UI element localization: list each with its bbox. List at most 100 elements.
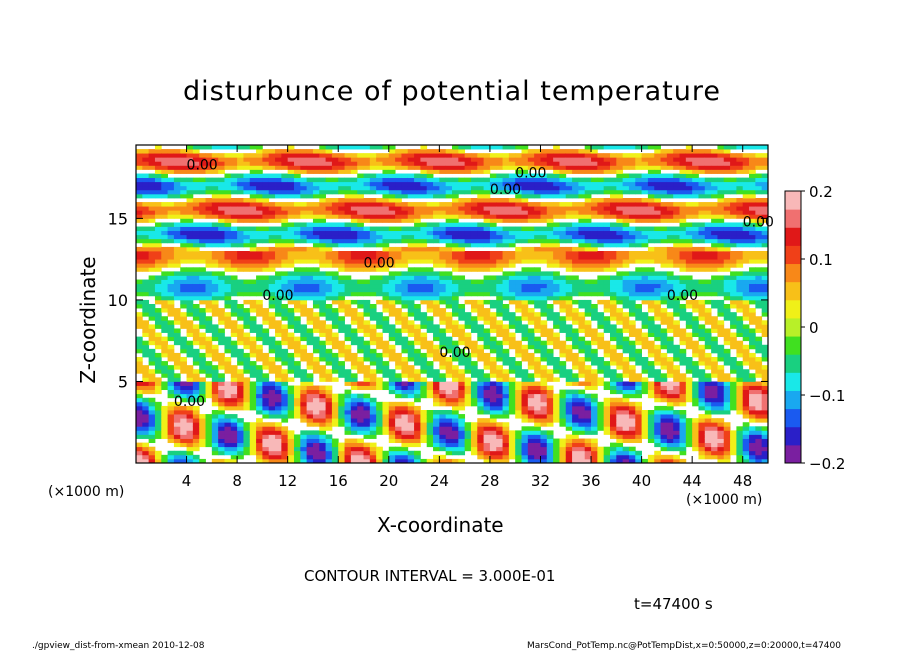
heatmap-cell bbox=[205, 438, 213, 444]
heatmap-cell bbox=[521, 450, 529, 456]
heatmap-cell bbox=[224, 312, 232, 317]
heatmap-cell bbox=[401, 410, 409, 415]
x-unit-right: (×1000 m) bbox=[686, 492, 763, 508]
heatmap-cell bbox=[281, 238, 289, 244]
heatmap-cell bbox=[489, 340, 497, 346]
heatmap-cell bbox=[527, 393, 535, 399]
heatmap-cell bbox=[433, 226, 440, 232]
heatmap-cell bbox=[388, 357, 396, 362]
heatmap-cell bbox=[496, 242, 503, 248]
heatmap-cell bbox=[527, 230, 535, 236]
heatmap-cell bbox=[572, 446, 579, 452]
heatmap-cell bbox=[256, 198, 263, 203]
heatmap-cell bbox=[489, 365, 497, 370]
heatmap-cell bbox=[414, 157, 421, 162]
heatmap-cell bbox=[420, 153, 428, 158]
heatmap-cell bbox=[192, 434, 200, 439]
heatmap-cell bbox=[584, 385, 592, 391]
heatmap-cell bbox=[281, 426, 289, 431]
heatmap-cell bbox=[350, 299, 358, 305]
heatmap-cell bbox=[262, 198, 270, 203]
heatmap-cell bbox=[344, 145, 352, 150]
heatmap-cell bbox=[382, 218, 390, 223]
heatmap-cell bbox=[572, 189, 579, 195]
heatmap-cell bbox=[148, 189, 156, 195]
heatmap-cell bbox=[262, 446, 270, 452]
heatmap-cell bbox=[230, 165, 238, 170]
heatmap-cell bbox=[306, 422, 314, 427]
heatmap-cell bbox=[502, 210, 510, 215]
heatmap-cell bbox=[249, 373, 257, 378]
heatmap-cell bbox=[319, 426, 326, 431]
heatmap-cell bbox=[439, 206, 447, 211]
heatmap-cell bbox=[420, 169, 428, 174]
heatmap-cell bbox=[186, 193, 194, 199]
heatmap-cell bbox=[502, 422, 510, 427]
heatmap-cell bbox=[426, 418, 434, 423]
heatmap-cell bbox=[262, 226, 270, 232]
heatmap-cell bbox=[344, 393, 352, 399]
heatmap-cell bbox=[578, 405, 586, 411]
heatmap-cell bbox=[312, 214, 320, 219]
heatmap-cell bbox=[300, 308, 308, 313]
heatmap-cell bbox=[161, 161, 168, 166]
heatmap-cell bbox=[192, 189, 200, 195]
heatmap-cell bbox=[275, 153, 282, 158]
heatmap-cell bbox=[464, 401, 472, 407]
heatmap-cell bbox=[281, 153, 289, 158]
heatmap-cell bbox=[470, 373, 478, 378]
heatmap-cell bbox=[224, 222, 232, 227]
heatmap-cell bbox=[470, 165, 478, 170]
heatmap-cell bbox=[275, 373, 282, 378]
heatmap-cell bbox=[433, 438, 440, 444]
heatmap-cell bbox=[136, 458, 143, 464]
heatmap-cell bbox=[211, 263, 219, 268]
heatmap-cell bbox=[154, 238, 162, 244]
heatmap-cell bbox=[363, 352, 371, 358]
heatmap-cell bbox=[363, 153, 371, 158]
heatmap-cell bbox=[496, 157, 503, 162]
heatmap-cell bbox=[483, 291, 491, 297]
heatmap-cell bbox=[414, 422, 421, 427]
heatmap-cell bbox=[477, 230, 484, 236]
heatmap-cell bbox=[407, 161, 415, 166]
heatmap-cell bbox=[218, 385, 225, 391]
heatmap-cell bbox=[275, 157, 282, 162]
heatmap-cell bbox=[578, 422, 586, 427]
heatmap-cell bbox=[452, 255, 459, 260]
heatmap-cell bbox=[527, 234, 535, 240]
heatmap-cell bbox=[477, 283, 484, 289]
heatmap-cell bbox=[584, 450, 592, 456]
heatmap-cell bbox=[565, 373, 573, 378]
heatmap-cell bbox=[350, 365, 358, 370]
heatmap-cell bbox=[477, 193, 484, 199]
heatmap-cell bbox=[382, 426, 390, 431]
heatmap-cell bbox=[401, 210, 409, 215]
heatmap-cell bbox=[502, 332, 510, 338]
heatmap-cell bbox=[534, 255, 541, 260]
heatmap-cell bbox=[414, 246, 421, 252]
heatmap-cell bbox=[344, 222, 352, 227]
heatmap-cell bbox=[610, 352, 617, 358]
heatmap-cell bbox=[230, 446, 238, 452]
heatmap-cell bbox=[344, 348, 352, 354]
heatmap-cell bbox=[591, 210, 598, 215]
heatmap-cell bbox=[211, 385, 219, 391]
heatmap-cell bbox=[331, 458, 339, 464]
heatmap-cell bbox=[395, 316, 402, 321]
heatmap-cell bbox=[243, 177, 251, 183]
heatmap-cell bbox=[591, 422, 598, 427]
heatmap-cell bbox=[256, 230, 263, 236]
heatmap-cell bbox=[515, 157, 522, 162]
heatmap-cell bbox=[344, 430, 352, 435]
heatmap-cell bbox=[154, 377, 162, 382]
heatmap-cell bbox=[470, 304, 478, 309]
heatmap-cell bbox=[502, 259, 510, 264]
heatmap-cell bbox=[218, 377, 225, 382]
heatmap-cell bbox=[256, 328, 263, 333]
heatmap-cell bbox=[344, 344, 352, 350]
heatmap-cell bbox=[534, 393, 541, 399]
heatmap-cell bbox=[306, 230, 314, 236]
heatmap-cell bbox=[275, 401, 282, 407]
heatmap-cell bbox=[470, 340, 478, 346]
